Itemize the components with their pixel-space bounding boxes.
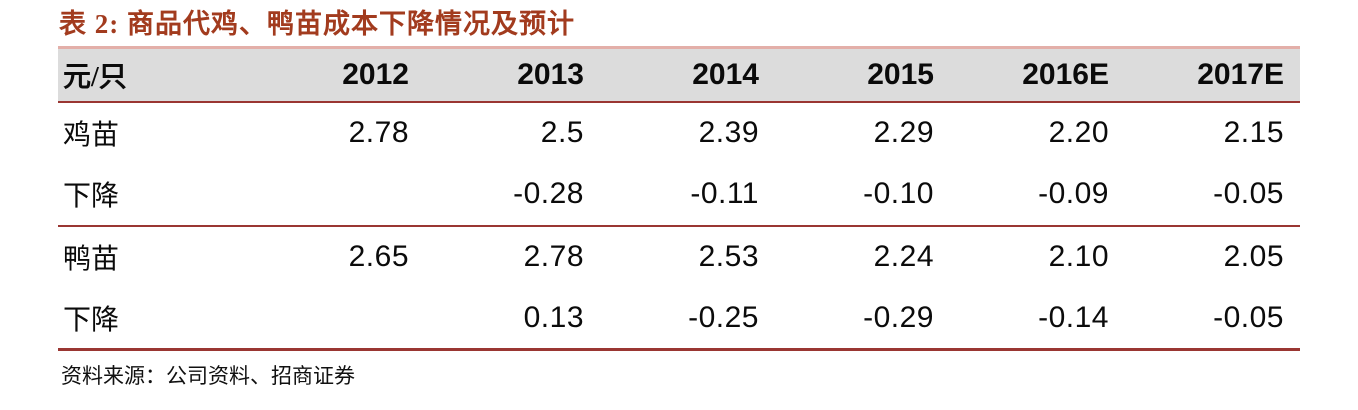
cell-value: -0.10 <box>863 177 934 210</box>
table-row-chick-cost: 鸡苗 2.78 2.5 2.39 2.29 2.20 2.15 <box>58 102 1300 164</box>
cell-value: 2.15 <box>1223 116 1284 149</box>
cell-value: -0.09 <box>1038 177 1109 210</box>
header-row: 元/只 2012 2013 2014 2015 2016E 2017E <box>58 47 1300 102</box>
chick-duck-cost-table: 元/只 2012 2013 2014 2015 2016E 2017E 鸡苗 2… <box>58 46 1300 351</box>
table-row-chick-decline: 下降 -0.28 -0.11 -0.10 -0.09 -0.05 <box>58 164 1300 226</box>
cell-value: 2.10 <box>1048 240 1109 273</box>
cell-value: 2.78 <box>523 240 584 273</box>
cell-value <box>250 164 425 226</box>
unit-header-cell: 元/只 <box>63 61 127 93</box>
cell-value: -0.29 <box>863 300 934 334</box>
cell-value: 0.13 <box>523 300 584 334</box>
row-label: 下降 <box>63 304 120 336</box>
cell-value: -0.11 <box>690 177 759 210</box>
cell-value: 2.05 <box>1223 240 1284 273</box>
row-label: 鸡苗 <box>63 120 120 151</box>
cell-value: -0.05 <box>1213 300 1284 334</box>
cell-value: 2.78 <box>348 116 409 149</box>
col-header-2015: 2015 <box>867 57 934 91</box>
row-label: 下降 <box>63 181 120 212</box>
table-row-duck-decline: 下降 0.13 -0.25 -0.29 -0.14 -0.05 <box>58 288 1300 350</box>
table-title: 表 2: 商品代鸡、鸭苗成本下降情况及预计 <box>59 9 575 39</box>
cell-value: 2.65 <box>348 240 409 273</box>
cell-value: 2.24 <box>873 240 934 273</box>
source-note: 资料来源：公司资料、招商证券 <box>61 364 355 388</box>
cell-value: -0.14 <box>1038 300 1109 334</box>
col-header-2014: 2014 <box>692 57 759 91</box>
cell-value: 2.53 <box>698 240 759 273</box>
col-header-2017e: 2017E <box>1197 57 1284 91</box>
col-header-2013: 2013 <box>517 57 584 91</box>
cell-value: -0.05 <box>1213 177 1284 210</box>
cell-value: 2.29 <box>873 116 934 149</box>
col-header-2016e: 2016E <box>1022 57 1109 91</box>
col-header-2012: 2012 <box>342 57 409 91</box>
row-label: 鸭苗 <box>63 244 120 275</box>
cell-value: -0.28 <box>513 177 584 210</box>
table-row-duck-cost: 鸭苗 2.65 2.78 2.53 2.24 2.10 2.05 <box>58 225 1300 288</box>
cell-value: 2.39 <box>698 116 759 149</box>
cell-value <box>250 288 425 350</box>
cell-value: 2.20 <box>1048 116 1109 149</box>
cell-value: -0.25 <box>688 300 759 334</box>
cell-value: 2.5 <box>540 116 584 149</box>
